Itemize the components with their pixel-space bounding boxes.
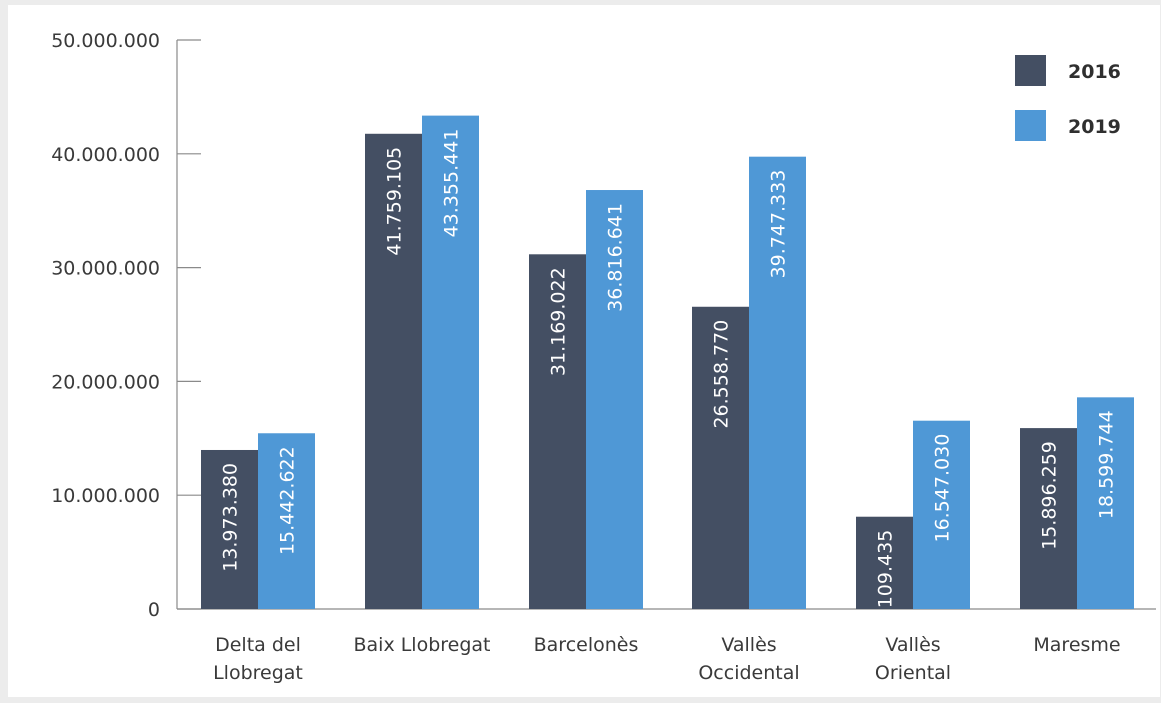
legend: 2016 2019	[1015, 55, 1121, 141]
y-tick-label: 20.000.000	[51, 371, 160, 393]
bar-2019-5	[1077, 397, 1134, 609]
x-category-label: Barcelonès	[534, 634, 639, 656]
y-tick-label: 10.000.000	[51, 485, 160, 507]
bar-value-label: 36.816.641	[605, 203, 627, 312]
bar-2016-0	[201, 449, 258, 609]
legend-label-2016: 2016	[1068, 61, 1121, 83]
y-tick-label: 30.000.000	[51, 258, 160, 280]
legend-label-2019: 2019	[1068, 116, 1121, 138]
y-tick-label: 40.000.000	[51, 144, 160, 166]
bar-value-label: 43.355.441	[441, 129, 463, 238]
bar-2019-3	[749, 156, 806, 609]
bar-value-label: 41.759.105	[384, 147, 406, 256]
bar-value-label: 18.599.744	[1096, 410, 1118, 519]
bar-value-label: 39.747.333	[768, 170, 790, 279]
bar-value-label: 13.973.380	[220, 463, 242, 572]
bars: 13.973.380 15.442.622 41.759.105 43.355.441…	[201, 115, 1134, 627]
x-category-label: Llobregat	[213, 662, 303, 684]
axes: 0 10.000.000 20.000.000 30.000.000 40.000.00…	[51, 30, 1156, 684]
bar-value-label: 26.558.770	[711, 320, 733, 429]
x-category-label: Vallès	[721, 634, 776, 656]
bar-value-label: 31.169.022	[548, 267, 570, 376]
x-category-label: Vallès	[885, 634, 940, 656]
x-category-label: Oriental	[875, 662, 951, 684]
bar-2016-1	[365, 133, 422, 610]
bar-2019-2	[586, 190, 643, 610]
bar-2016-3	[692, 306, 749, 609]
bar-value-label: 15.442.622	[277, 446, 299, 555]
y-tick-label: 50.000.000	[51, 30, 160, 52]
legend-swatch-2019	[1015, 110, 1046, 141]
bar-value-label: 8.109.435	[875, 530, 897, 627]
bar-2019-0	[258, 433, 315, 609]
bar-value-label: 15.896.259	[1039, 441, 1061, 550]
bar-2019-1	[422, 115, 479, 609]
bar-2019-4	[913, 420, 970, 609]
x-category-label: Delta del	[215, 634, 301, 656]
x-category-label: Maresme	[1033, 634, 1120, 656]
x-category-label: Occidental	[698, 662, 799, 684]
bar-value-label: 16.547.030	[932, 434, 954, 543]
bar-2016-5	[1020, 428, 1077, 609]
legend-swatch-2016	[1015, 55, 1046, 86]
bar-2016-4	[856, 516, 913, 609]
bar-2016-2	[529, 254, 586, 610]
y-tick-label: 0	[148, 599, 160, 621]
x-category-label: Baix Llobregat	[353, 634, 490, 656]
